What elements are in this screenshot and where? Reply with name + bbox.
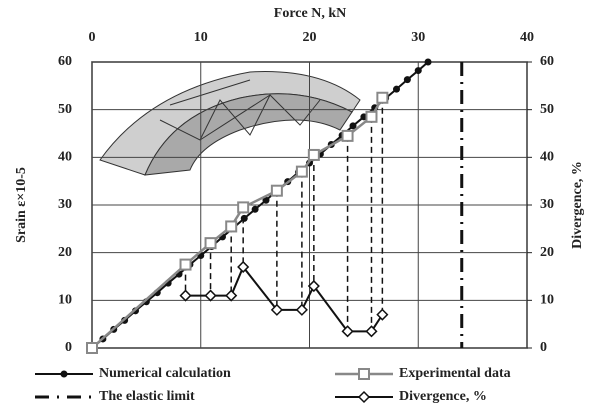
y-tick-label: 60 [58,54,72,69]
x-tick-label: 20 [303,30,317,45]
data-point [366,112,376,122]
legend-label: Numerical calculation [99,366,231,381]
y2-axis-title: Divergence, % [570,161,585,249]
data-point [226,291,236,301]
data-point [343,131,353,141]
data-point [252,206,259,213]
data-point [297,167,307,177]
legend-marker [359,392,369,402]
data-point [377,310,387,320]
x-tick-label: 10 [194,30,208,45]
y-tick-label: 0 [65,340,72,355]
legend-marker [359,369,369,379]
x-axis-title: Force N, kN [274,6,346,21]
legend-marker [61,371,68,378]
bridge-illustration [100,72,360,175]
data-point [297,305,307,315]
y2-tick-label: 0 [540,340,547,355]
data-point [404,76,411,83]
y-tick-label: 30 [58,197,72,212]
data-point [272,186,282,196]
data-point [206,238,216,248]
data-point [226,221,236,231]
y2-tick-label: 10 [540,293,554,308]
x-tick-label: 40 [520,30,534,45]
series-line [186,267,383,331]
data-point [87,343,97,353]
y2-tick-label: 40 [540,150,554,165]
y2-tick-label: 20 [540,245,554,260]
y-tick-label: 50 [58,102,72,117]
data-point [206,291,216,301]
data-point [425,59,432,66]
y-tick-label: 20 [58,245,72,260]
legend-label: The elastic limit [99,389,195,404]
legend-label: Divergence, % [399,389,487,404]
y-tick-label: 10 [58,293,72,308]
chart: Force N, kN Srain ε×10-5 Divergence, % 0… [0,0,595,408]
y-tick-label: 40 [58,150,72,165]
data-point [241,215,248,222]
data-point [309,150,319,160]
x-tick-label: 30 [411,30,425,45]
y2-tick-label: 50 [540,102,554,117]
x-tick-label: 0 [89,30,96,45]
data-point [181,291,191,301]
data-point [238,202,248,212]
y-axis-title: Srain ε×10-5 [14,167,29,243]
y2-tick-label: 60 [540,54,554,69]
data-point [393,86,400,93]
data-point [366,326,376,336]
data-point [181,260,191,270]
legend-label: Experimental data [399,366,511,381]
y2-tick-label: 30 [540,197,554,212]
data-point [377,93,387,103]
data-point [415,67,422,74]
